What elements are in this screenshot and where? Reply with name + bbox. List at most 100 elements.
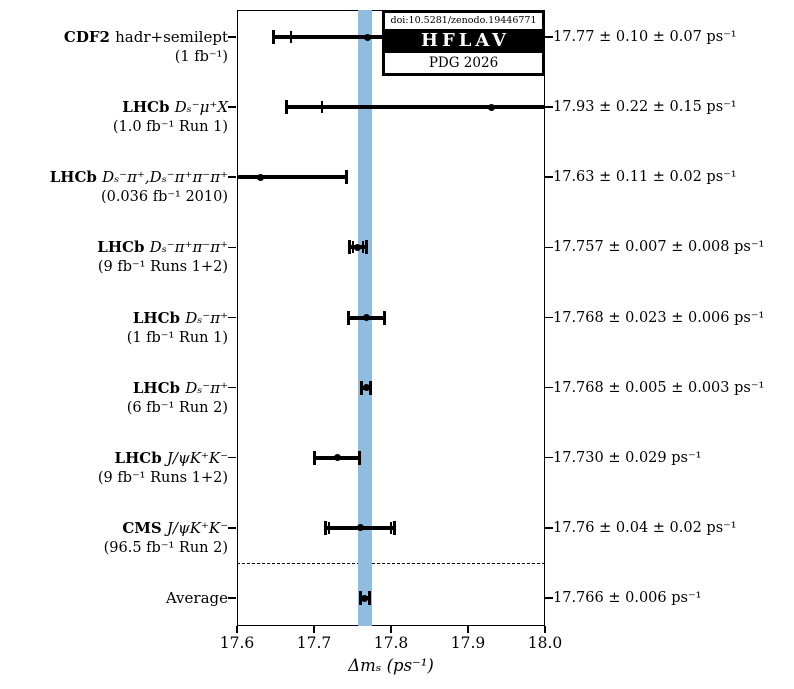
stat-error-tick bbox=[390, 521, 392, 534]
measurement-value-label: 17.730 ± 0.029 ps⁻¹ bbox=[553, 449, 702, 466]
measurement-label: LHCb Dₛ⁻π⁺π⁻π⁺ (9 fb⁻¹ Runs 1+2) bbox=[97, 237, 228, 277]
experiment-name: LHCb bbox=[114, 448, 167, 467]
error-bar-left-cap bbox=[360, 380, 364, 395]
measurement-label-main: LHCb J/ψK⁺K⁻ bbox=[98, 448, 228, 468]
x-axis-tick-label: 17.9 bbox=[450, 634, 486, 652]
measurement-point bbox=[362, 314, 370, 321]
decay-mode: Dₛ⁻π⁺,Dₛ⁻π⁺π⁻π⁺ bbox=[102, 168, 228, 187]
left-row-tick bbox=[228, 597, 236, 599]
measurement-label: LHCb Dₛ⁻π⁺ (6 fb⁻¹ Run 2) bbox=[127, 378, 228, 418]
measurement-point bbox=[487, 103, 495, 111]
stat-error-tick bbox=[320, 101, 323, 114]
error-bar-right-cap bbox=[357, 450, 361, 465]
stat-error-tick bbox=[362, 241, 365, 254]
experiment-name: LHCb bbox=[122, 98, 175, 117]
measurement-label-main: LHCb Dₛ⁻π⁺ bbox=[127, 308, 228, 328]
right-row-tick bbox=[545, 246, 553, 249]
measurement-sublabel: (1.0 fb⁻¹ Run 1) bbox=[112, 119, 228, 136]
left-row-tick bbox=[228, 246, 236, 249]
left-row-tick bbox=[228, 456, 236, 459]
x-axis-label: Δmₛ (ps⁻¹) bbox=[348, 656, 434, 675]
stat-error-tick bbox=[328, 521, 331, 534]
error-bar-left-cap bbox=[284, 100, 288, 115]
error-bar-left-cap bbox=[358, 591, 362, 605]
left-row-tick bbox=[228, 527, 236, 529]
measurement-label: CMS J/ψK⁺K⁻ (96.5 fb⁻¹ Run 2) bbox=[104, 518, 228, 558]
measurement-label: LHCb Dₛ⁻π⁺,Dₛ⁻π⁺π⁻π⁺ (0.036 fb⁻¹ 2010) bbox=[50, 167, 228, 207]
measurement-label-main: LHCb Dₛ⁻μ⁺X bbox=[113, 97, 228, 117]
x-axis-tick bbox=[544, 626, 546, 633]
x-axis-tick bbox=[313, 626, 315, 633]
left-row-tick bbox=[228, 176, 236, 178]
measurement-label-main: Average bbox=[166, 588, 228, 608]
error-bar-right-cap bbox=[369, 380, 373, 395]
measurement-point bbox=[356, 524, 364, 532]
measurement-value-label: 17.77 ± 0.10 ± 0.07 ps⁻¹ bbox=[553, 29, 737, 45]
stat-error-tick bbox=[351, 241, 354, 254]
left-row-tick bbox=[228, 36, 236, 38]
experiment-name: LHCb bbox=[97, 238, 150, 257]
measurement-sublabel: (6 fb⁻¹ Run 2) bbox=[126, 399, 228, 416]
error-bar bbox=[286, 105, 545, 110]
right-row-tick bbox=[545, 597, 553, 599]
decay-mode: J/ψK⁺K⁻ bbox=[166, 518, 228, 537]
decay-mode: Dₛ⁻π⁺ bbox=[185, 378, 228, 397]
x-axis-tick-label: 17.8 bbox=[373, 634, 409, 652]
x-axis-tick bbox=[236, 626, 238, 633]
measurement-point bbox=[354, 243, 362, 251]
measurement-sublabel: (1 fb⁻¹ Run 1) bbox=[126, 329, 228, 346]
measurement-label-main: LHCb Dₛ⁻π⁺π⁻π⁺ bbox=[97, 237, 228, 257]
error-bar-left-cap bbox=[346, 310, 350, 325]
right-row-tick bbox=[545, 176, 553, 178]
measurement-label-main: CDF2 hadr+semilept bbox=[64, 27, 228, 47]
x-axis-tick-label: 17.7 bbox=[296, 634, 332, 652]
left-row-tick bbox=[228, 316, 236, 319]
error-bar-left-cap bbox=[272, 30, 276, 44]
measurement-sublabel: (9 fb⁻¹ Runs 1+2) bbox=[97, 469, 228, 486]
error-bar-left-cap bbox=[313, 450, 317, 465]
decay-mode: Dₛ⁻π⁺ bbox=[185, 308, 228, 327]
experiment-name: LHCb bbox=[132, 308, 186, 327]
error-bar-right-cap bbox=[367, 591, 371, 605]
error-bar-left-cap bbox=[324, 520, 328, 535]
decay-mode: hadr+semilept bbox=[115, 28, 228, 46]
measurement-value-label: 17.768 ± 0.005 ± 0.003 ps⁻¹ bbox=[553, 379, 765, 396]
left-row-tick bbox=[228, 386, 236, 389]
x-axis-tick bbox=[467, 626, 469, 633]
error-bar-right-cap bbox=[344, 170, 348, 185]
x-axis-tick-label: 18.0 bbox=[527, 634, 563, 652]
error-bar-right-cap bbox=[364, 240, 368, 255]
measurement-label: Average bbox=[166, 588, 228, 608]
right-row-tick bbox=[545, 386, 553, 389]
x-axis-tick-label: 17.6 bbox=[219, 634, 255, 652]
average-separator-line bbox=[237, 562, 545, 564]
logo-edition-text: PDG 2026 bbox=[385, 53, 542, 73]
error-bar bbox=[237, 175, 347, 180]
measurement-value-label: 17.766 ± 0.006 ps⁻¹ bbox=[553, 590, 702, 606]
experiment-name: LHCb bbox=[49, 168, 103, 187]
measurement-point bbox=[333, 454, 341, 462]
measurement-value-label: 17.76 ± 0.04 ± 0.02 ps⁻¹ bbox=[553, 519, 737, 536]
stat-error-tick bbox=[289, 31, 292, 43]
right-row-tick bbox=[545, 316, 553, 319]
logo-hflav-text: HFLAV bbox=[385, 29, 542, 53]
experiment-name: CMS bbox=[122, 518, 167, 537]
right-row-tick bbox=[545, 106, 553, 108]
measurement-sublabel: (9 fb⁻¹ Runs 1+2) bbox=[97, 259, 228, 276]
hflav-logo: doi:10.5281/zenodo.19446771 HFLAV PDG 20… bbox=[382, 10, 545, 76]
decay-mode: Dₛ⁻μ⁺X bbox=[174, 98, 228, 117]
decay-mode: J/ψK⁺K⁻ bbox=[166, 448, 228, 467]
right-row-tick bbox=[545, 527, 553, 529]
measurement-sublabel: (0.036 fb⁻¹ 2010) bbox=[100, 189, 228, 206]
error-bar-right-cap bbox=[393, 520, 397, 535]
left-row-tick bbox=[228, 106, 236, 108]
error-bar-right-cap bbox=[383, 310, 387, 325]
measurement-sublabel: (96.5 fb⁻¹ Run 2) bbox=[103, 539, 228, 556]
measurement-label: CDF2 hadr+semilept (1 fb⁻¹) bbox=[64, 27, 228, 67]
measurement-label-main: LHCb Dₛ⁻π⁺ bbox=[127, 378, 228, 398]
right-row-tick bbox=[545, 36, 553, 38]
measurement-value-label: 17.93 ± 0.22 ± 0.15 ps⁻¹ bbox=[553, 99, 737, 116]
measurement-point bbox=[364, 33, 372, 41]
measurement-point bbox=[362, 384, 370, 392]
